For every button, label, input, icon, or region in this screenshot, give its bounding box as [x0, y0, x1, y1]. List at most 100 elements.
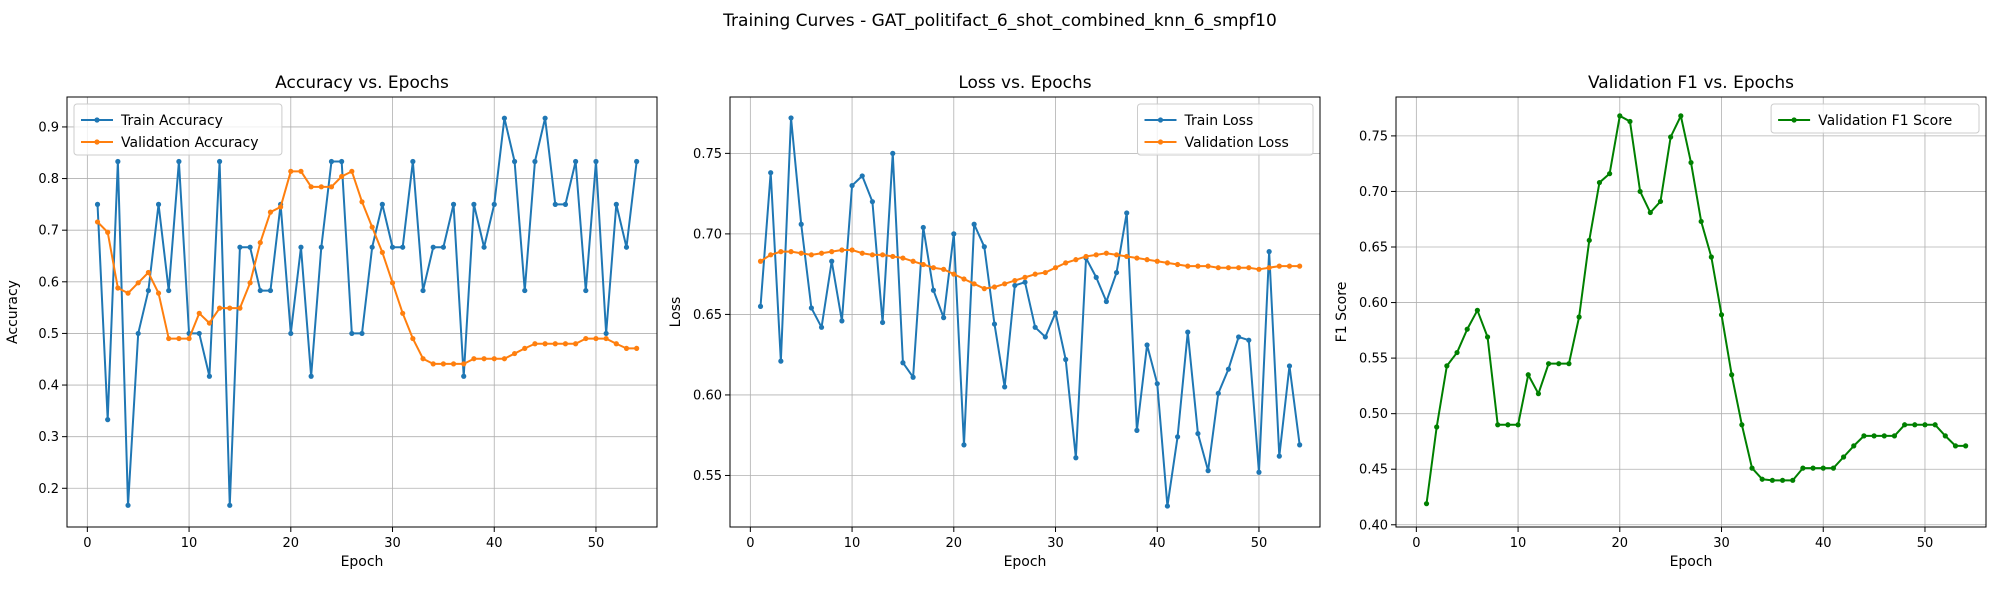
x-tick-label: 50	[1917, 536, 1934, 551]
data-point	[1093, 274, 1099, 280]
data-point	[125, 502, 131, 508]
data-point	[941, 315, 947, 321]
data-point	[440, 244, 446, 250]
data-point	[1810, 465, 1816, 471]
x-tick-label: 20	[946, 536, 963, 551]
data-point	[1647, 209, 1653, 216]
data-point	[757, 303, 764, 309]
y-tick-label: 0.6	[38, 275, 59, 290]
data-point	[1820, 465, 1826, 471]
data-point	[573, 158, 579, 165]
data-point	[1174, 434, 1181, 440]
data-point	[166, 335, 172, 342]
data-point	[227, 502, 233, 508]
x-tick-label: 30	[384, 536, 401, 551]
data-point	[1276, 263, 1282, 269]
data-point	[951, 231, 957, 237]
y-tick-label: 0.60	[1359, 296, 1388, 311]
data-point	[778, 249, 784, 255]
data-point	[1103, 298, 1109, 305]
data-point	[196, 310, 202, 316]
data-point	[1566, 361, 1572, 367]
data-point	[389, 280, 396, 286]
legend-label: Validation Loss	[1185, 135, 1289, 151]
data-point	[920, 261, 926, 268]
data-point	[930, 265, 937, 271]
data-point	[1266, 249, 1272, 255]
data-point	[961, 276, 967, 282]
data-point	[186, 335, 192, 342]
data-point	[900, 360, 906, 366]
data-point	[879, 252, 886, 258]
chart-panel-2: 0 10 20 30 40 50 0.55 0.60 0.65 0.70 0.75 Loss vs. …	[668, 73, 1321, 570]
legend: Train Accuracy Validation Accuracy	[73, 103, 283, 156]
data-point	[1124, 253, 1130, 260]
data-point	[461, 373, 467, 379]
data-point	[1668, 134, 1674, 140]
data-point	[1596, 179, 1603, 186]
data-point	[278, 204, 284, 210]
y-tick-label: 0.55	[1359, 352, 1388, 367]
data-point	[1708, 254, 1714, 260]
data-point	[1022, 279, 1028, 285]
data-point	[1759, 476, 1765, 482]
data-point	[1164, 260, 1171, 266]
data-point	[1637, 188, 1643, 195]
data-point	[328, 184, 335, 190]
x-tick-label: 40	[1149, 536, 1166, 551]
data-point	[593, 158, 599, 165]
data-point	[176, 335, 182, 342]
data-point	[542, 115, 548, 121]
data-point	[778, 358, 784, 364]
data-point	[971, 281, 977, 287]
plot-frame	[66, 96, 658, 528]
data-point	[1535, 391, 1542, 397]
data-point	[542, 341, 548, 347]
data-point	[808, 305, 814, 311]
data-point	[1881, 433, 1887, 439]
data-point	[1495, 422, 1501, 428]
data-point	[135, 330, 141, 337]
data-point	[267, 287, 274, 294]
data-point	[839, 247, 845, 253]
data-point	[420, 356, 426, 362]
data-point	[1297, 263, 1303, 269]
data-point	[1256, 266, 1262, 272]
data-point	[1474, 307, 1480, 313]
data-point	[237, 244, 243, 250]
data-point	[818, 324, 825, 330]
legend-swatch-marker	[1791, 117, 1797, 123]
x-tick-label: 30	[1713, 536, 1730, 551]
legend-swatch-marker	[1157, 139, 1164, 145]
data-point	[1627, 118, 1633, 125]
chart-title: Validation F1 vs. Epochs	[1588, 73, 1794, 93]
data-point	[808, 252, 814, 258]
data-point	[1545, 361, 1552, 367]
x-axis-label: Epoch	[341, 554, 384, 570]
chart-panel-1: 0 10 20 30 40 50 0.2 0.3 0.4 0.5 0.6 0.7 0.8 0.9 Accur…	[5, 73, 658, 570]
data-point	[359, 330, 365, 337]
data-point	[859, 250, 865, 256]
data-point	[583, 335, 589, 342]
data-point	[849, 247, 855, 253]
y-tick-label: 0.7	[38, 224, 59, 239]
data-point	[1134, 427, 1140, 433]
data-point	[1830, 465, 1837, 471]
data-point	[247, 280, 253, 286]
data-point	[1688, 159, 1694, 166]
data-point	[1556, 361, 1562, 367]
data-point	[1922, 422, 1928, 428]
data-point	[1286, 263, 1293, 269]
data-point	[308, 373, 314, 379]
y-axis-label: Accuracy	[5, 280, 21, 344]
x-tick-label: 40	[486, 536, 503, 551]
data-point	[145, 287, 151, 294]
y-tick-label: 0.8	[38, 172, 59, 187]
data-point	[522, 287, 528, 294]
data-point	[1002, 281, 1008, 287]
x-tick-label: 40	[1815, 536, 1832, 551]
data-point	[971, 221, 977, 227]
legend-swatch-marker	[94, 117, 100, 123]
data-point	[308, 184, 314, 190]
x-tick-label: 10	[844, 536, 861, 551]
